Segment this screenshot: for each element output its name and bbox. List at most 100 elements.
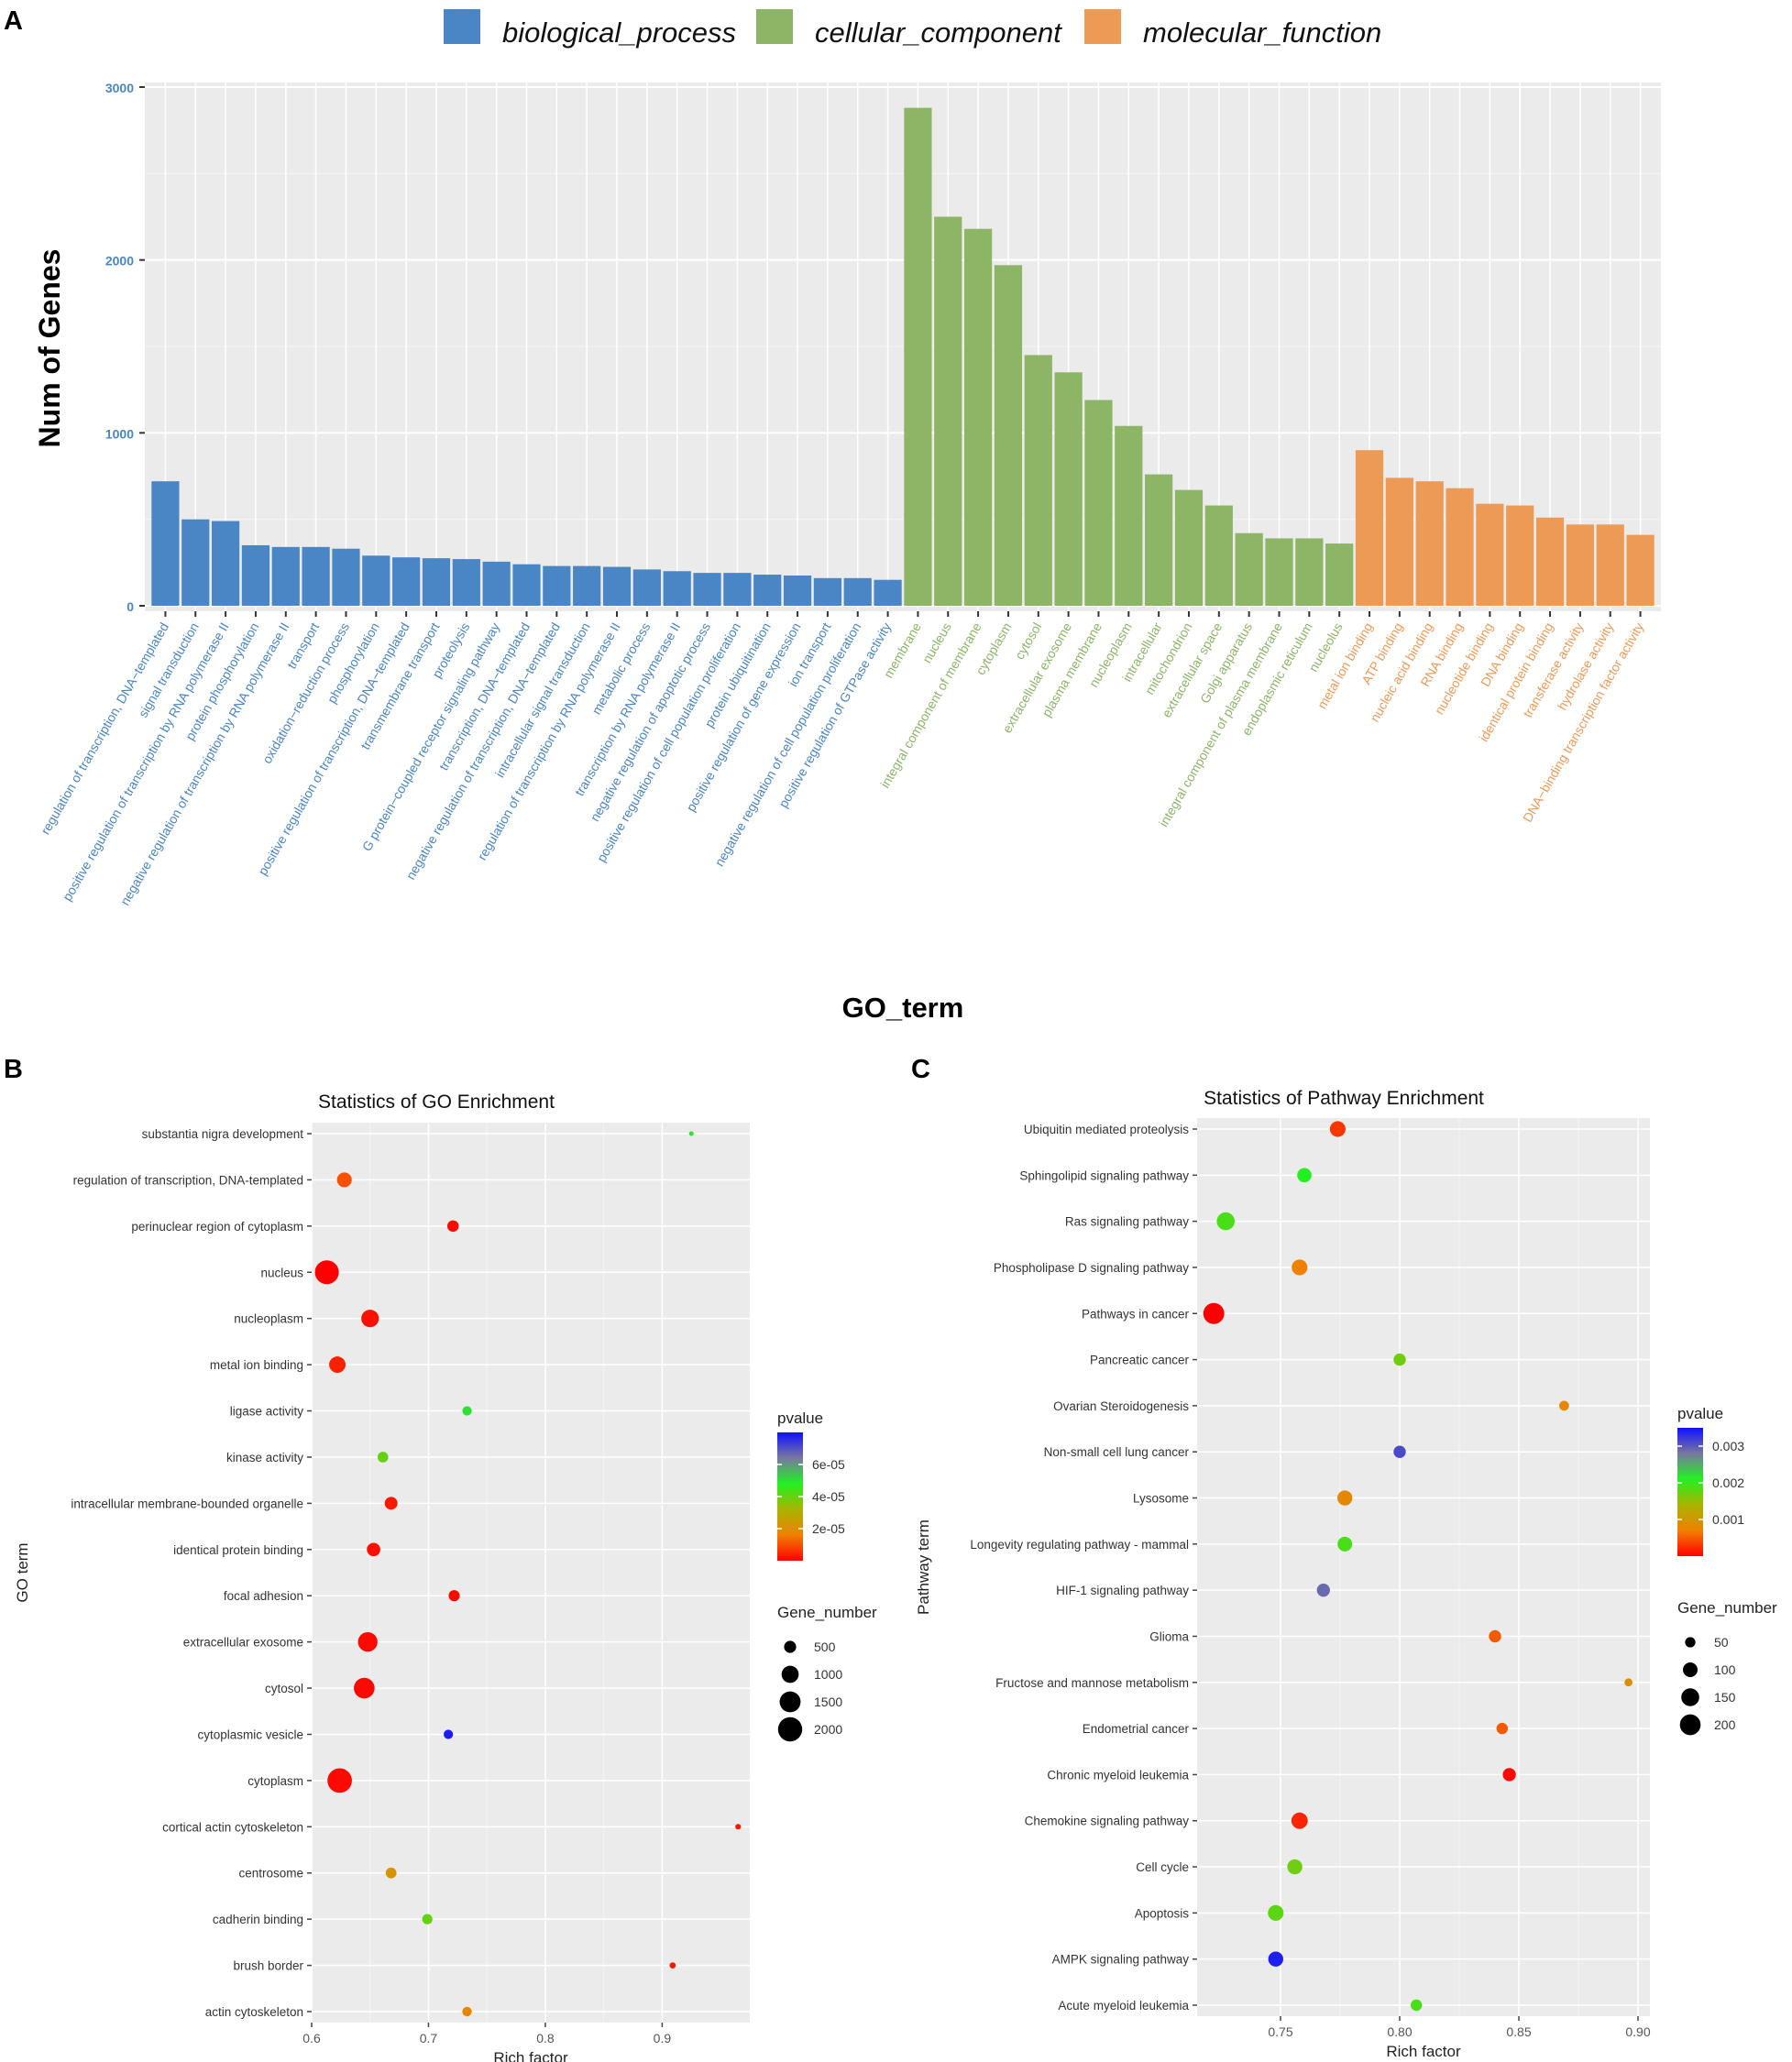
x-tick-label: 0.80 bbox=[1387, 2024, 1412, 2039]
enrichment-point bbox=[329, 1356, 346, 1374]
enrichment-point bbox=[422, 1914, 433, 1925]
term-label: Ovarian Steroidogenesis bbox=[1053, 1399, 1189, 1413]
term-label: HIF-1 signaling pathway bbox=[1056, 1584, 1189, 1597]
term-label: Longevity regulating pathway - mammal bbox=[970, 1538, 1189, 1552]
enrichment-point bbox=[1489, 1629, 1501, 1643]
x-axis-title: Rich factor bbox=[493, 2049, 568, 2062]
size-legend-dot bbox=[1683, 1662, 1698, 1677]
bar-cellular_component bbox=[1325, 543, 1354, 606]
bar-biological_process bbox=[543, 565, 571, 606]
term-label: Chemokine signaling pathway bbox=[1025, 1815, 1190, 1828]
bar-biological_process bbox=[602, 566, 632, 606]
bar-biological_process bbox=[241, 544, 270, 606]
enrichment-point bbox=[1268, 1951, 1283, 1967]
enrichment-point bbox=[688, 1131, 694, 1136]
size-legend-dot bbox=[777, 1717, 803, 1742]
term-label: Phospholipase D signaling pathway bbox=[994, 1261, 1189, 1275]
y-tick-label: 3000 bbox=[105, 81, 134, 95]
term-label: kinase activity bbox=[226, 1451, 303, 1464]
color-legend-label: 0.003 bbox=[1712, 1439, 1744, 1453]
size-legend-label: 150 bbox=[1714, 1690, 1736, 1705]
enrichment-point bbox=[448, 1590, 460, 1602]
color-legend-label: 6e-05 bbox=[812, 1457, 845, 1472]
term-label: AMPK signaling pathway bbox=[1052, 1953, 1190, 1967]
x-tick-label: 0.6 bbox=[302, 2031, 321, 2046]
enrichment-point bbox=[361, 1310, 379, 1328]
x-tick-label: regulation of transcription, DNA−templat… bbox=[38, 620, 171, 838]
term-label: cortical actin cytoskeleton bbox=[162, 1820, 303, 1834]
term-label: Apoptosis bbox=[1135, 1906, 1190, 1920]
x-axis-title: GO_term bbox=[842, 992, 964, 1024]
size-legend-dot bbox=[781, 1665, 799, 1684]
plot-background bbox=[312, 1123, 750, 2023]
bar-cellular_component bbox=[904, 107, 932, 606]
enrichment-point bbox=[1411, 1999, 1423, 2012]
bar-molecular_function bbox=[1566, 524, 1595, 606]
enrichment-point bbox=[1337, 1490, 1353, 1506]
enrichment-point bbox=[1316, 1584, 1330, 1597]
bar-cellular_component bbox=[934, 216, 962, 606]
term-label: centrosome bbox=[238, 1867, 303, 1881]
bar-biological_process bbox=[422, 558, 451, 606]
enrichment-point bbox=[1496, 1722, 1508, 1735]
term-label: Fructose and mannose metabolism bbox=[995, 1676, 1189, 1690]
chart-title: Statistics of GO Enrichment bbox=[318, 1091, 555, 1113]
bar-biological_process bbox=[783, 575, 812, 606]
term-label: identical protein binding bbox=[173, 1543, 303, 1557]
enrichment-point bbox=[377, 1452, 389, 1463]
x-tick-label: 0.85 bbox=[1506, 2024, 1531, 2039]
size-legend-label: 1000 bbox=[814, 1667, 842, 1682]
bar-biological_process bbox=[211, 521, 240, 606]
bar-cellular_component bbox=[1295, 538, 1324, 606]
legend-swatch-cellular_component bbox=[756, 9, 793, 44]
color-legend-title: pvalue bbox=[777, 1409, 823, 1427]
bar-molecular_function bbox=[1476, 503, 1504, 606]
enrichment-point bbox=[669, 1962, 676, 1969]
term-label: perinuclear region of cytoplasm bbox=[131, 1220, 303, 1234]
term-label: intracellular membrane-bounded organelle bbox=[71, 1497, 303, 1510]
enrichment-point bbox=[357, 1631, 378, 1652]
term-label: cytoplasm bbox=[247, 1774, 303, 1788]
enrichment-point bbox=[1268, 1904, 1284, 1921]
size-legend-dot bbox=[1681, 1688, 1699, 1706]
enrichment-point bbox=[367, 1542, 380, 1557]
plot-background bbox=[1197, 1118, 1650, 2016]
bar-biological_process bbox=[392, 557, 421, 606]
size-legend-label: 50 bbox=[1714, 1635, 1729, 1650]
go-term-bar-chart: biological_process cellular_component mole… bbox=[33, 9, 1661, 1024]
bar-cellular_component bbox=[1204, 505, 1233, 606]
bar-biological_process bbox=[452, 559, 480, 606]
bar-biological_process bbox=[181, 519, 210, 606]
enrichment-point bbox=[1291, 1812, 1308, 1829]
bar-biological_process bbox=[663, 571, 691, 606]
term-label: regulation of transcription, DNA-templat… bbox=[73, 1173, 303, 1187]
enrichment-point bbox=[462, 1406, 472, 1416]
size-legend-dot bbox=[779, 1691, 801, 1713]
bar-molecular_function bbox=[1596, 524, 1624, 606]
term-label: Acute myeloid leukemia bbox=[1058, 1999, 1189, 2013]
enrichment-point bbox=[327, 1768, 352, 1793]
bar-biological_process bbox=[482, 561, 511, 606]
color-legend-label: 0.002 bbox=[1712, 1475, 1744, 1490]
go-enrichment-scatter: Statistics of GO Enrichment 0.6 0.7 0.8 0.9 s… bbox=[14, 1091, 877, 2062]
x-tick-label: 0.9 bbox=[654, 2031, 672, 2046]
color-legend-title: pvalue bbox=[1677, 1405, 1723, 1422]
size-legend-dot bbox=[1685, 1637, 1696, 1648]
y-tick-label: 1000 bbox=[105, 426, 134, 441]
enrichment-point bbox=[444, 1729, 454, 1739]
enrichment-point bbox=[336, 1172, 352, 1188]
legend-swatch-molecular_function bbox=[1084, 9, 1121, 44]
panel-label-b: B bbox=[4, 1055, 23, 1084]
pathway-enrichment-scatter: Statistics of Pathway Enrichment 0.75 0.80… bbox=[915, 1088, 1777, 2060]
bar-molecular_function bbox=[1506, 505, 1534, 606]
enrichment-point bbox=[1292, 1259, 1308, 1276]
size-legend-label: 500 bbox=[814, 1640, 836, 1654]
x-tick-label: 0.7 bbox=[420, 2031, 438, 2046]
size-legend-dot bbox=[1679, 1714, 1701, 1736]
bar-biological_process bbox=[753, 575, 782, 606]
panel-label-c: C bbox=[911, 1055, 930, 1084]
legend-label-cellular_component: cellular_component bbox=[815, 16, 1062, 49]
term-label: cytosol bbox=[265, 1682, 303, 1695]
term-label: focal adhesion bbox=[224, 1589, 303, 1603]
